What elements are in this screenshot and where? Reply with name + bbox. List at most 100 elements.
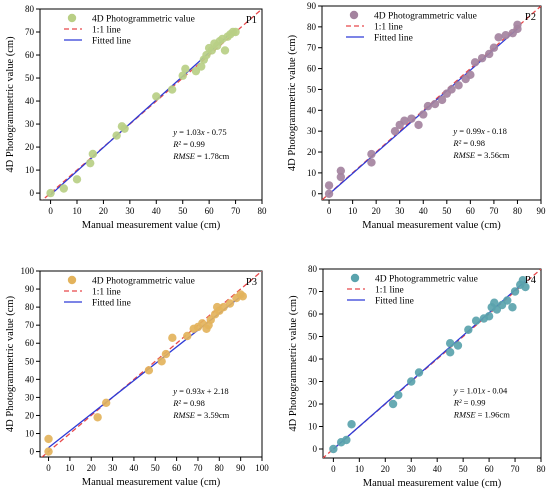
one-to-one-line — [41, 271, 262, 457]
data-point — [466, 70, 475, 80]
x-axis-label: Manual measurement value (cm) — [363, 478, 502, 489]
equation-line: R² = 0.99 — [453, 398, 486, 408]
data-point — [157, 357, 166, 366]
x-axis-label: Manual measurement value (cm) — [82, 477, 221, 488]
legend-marker-points — [350, 273, 360, 283]
legend-label-fitted: Fitted line — [375, 297, 414, 307]
x-tick-label: 0 — [46, 463, 51, 473]
y-tick-label: 40 — [25, 374, 35, 384]
x-tick-label: 40 — [419, 206, 429, 216]
legend-label-points: 4D Photogrammetric value — [92, 15, 195, 25]
plot-frame — [321, 5, 542, 201]
legend-label-one-to-one: 1:1 line — [374, 23, 403, 33]
y-tick-label: 10 — [307, 168, 317, 178]
x-tick-label: 20 — [99, 206, 109, 216]
legend-label-fitted: Fitted line — [374, 34, 413, 44]
x-tick-label: 10 — [348, 206, 358, 216]
y-tick-label: 50 — [25, 73, 35, 83]
y-tick-label: 60 — [25, 338, 35, 348]
data-point — [423, 101, 433, 111]
data-point — [501, 31, 510, 40]
legend-label-fitted: Fitted line — [92, 37, 131, 47]
y-tick-label: 40 — [25, 96, 35, 106]
y-tick-label: 0 — [313, 444, 318, 454]
x-tick-label: 80 — [513, 206, 523, 216]
y-axis-label: 4D Photogrammetric value (cm) — [5, 295, 16, 432]
data-point — [88, 149, 98, 159]
x-tick-label: 10 — [355, 464, 365, 474]
plot-frame — [39, 8, 263, 201]
data-point — [342, 435, 351, 445]
equation-line: RMSE = 3.56cm — [452, 150, 509, 160]
data-point — [93, 413, 102, 422]
data-point — [414, 120, 423, 130]
y-tick-label: 70 — [25, 27, 35, 37]
data-point — [336, 166, 346, 175]
equation-line: y = 1.01x - 0.04 — [453, 386, 508, 396]
panel-p2: 0 10 20 30 40 50 60 70 80 90 0 10 20 30 40 50 60 70 80 90 Ma… — [287, 1, 546, 231]
legend-marker-points — [67, 275, 77, 285]
data-points — [324, 20, 522, 198]
panel-label: P4 — [525, 275, 537, 286]
data-point — [518, 276, 528, 285]
lines — [41, 271, 262, 457]
x-tick-label: 20 — [372, 206, 382, 216]
y-tick-label: 30 — [25, 392, 35, 402]
equation-line: y = 0.93x + 2.18 — [172, 386, 228, 396]
y-tick-label: 40 — [308, 354, 318, 364]
y-tick-label: 90 — [307, 1, 317, 11]
x-tick-label: 30 — [108, 463, 118, 473]
y-tick-label: 50 — [307, 84, 317, 94]
y-tick-label: 80 — [308, 264, 318, 274]
data-point — [219, 302, 228, 312]
x-tick-label: 30 — [125, 206, 135, 216]
data-point — [490, 298, 499, 307]
y-tick-label: 50 — [25, 356, 35, 366]
y-tick-label: 10 — [308, 422, 318, 432]
x-tick-label: 50 — [459, 464, 469, 474]
data-point — [453, 341, 463, 350]
data-point — [494, 33, 503, 42]
x-tick-label: 50 — [442, 206, 452, 216]
data-point — [120, 124, 129, 133]
data-point — [484, 49, 494, 59]
x-tick-label: 80 — [215, 463, 225, 473]
equation-line: R² = 0.99 — [172, 139, 205, 149]
y-tick-label: 20 — [307, 147, 317, 157]
y-tick-label: 100 — [21, 266, 35, 276]
data-point — [183, 331, 192, 341]
x-tick-label: 70 — [231, 206, 241, 216]
data-point — [437, 95, 447, 105]
legend-label-one-to-one: 1:1 line — [375, 286, 404, 296]
legend-marker-points — [349, 10, 359, 20]
data-point — [324, 181, 334, 190]
x-tick-label: 50 — [178, 206, 188, 216]
y-tick-label: 70 — [25, 320, 35, 330]
legend-label-fitted: Fitted line — [92, 299, 131, 309]
panel-p3: 0 10 20 30 40 50 60 70 80 90 100 0 10 20 30 40 50 60 70 80 9… — [5, 266, 269, 488]
x-tick-label: 40 — [433, 464, 443, 474]
x-tick-label: 70 — [193, 463, 203, 473]
y-tick-label: 70 — [307, 43, 317, 53]
y-tick-label: 0 — [30, 188, 35, 198]
data-point — [388, 399, 398, 409]
panel-p1: 0 10 20 30 40 50 60 70 80 0 10 20 30 40 50 60 70 80 Manual… — [5, 4, 268, 231]
x-tick-label: 70 — [489, 206, 499, 216]
data-points — [46, 27, 240, 198]
y-tick-label: 10 — [25, 429, 35, 439]
x-tick-label: 0 — [331, 464, 336, 474]
panel-label: P2 — [525, 12, 536, 23]
x-tick-label: 40 — [152, 206, 162, 216]
data-point — [400, 116, 409, 125]
data-point — [419, 110, 428, 119]
y-tick-label: 10 — [25, 165, 35, 175]
equation-line: RMSE = 3.59cm — [172, 410, 229, 420]
data-point — [390, 126, 400, 136]
plot-frame — [322, 268, 542, 459]
x-tick-label: 60 — [485, 464, 495, 474]
data-point — [513, 20, 522, 29]
legend-label-points: 4D Photogrammetric value — [374, 12, 477, 22]
x-tick-label: 80 — [258, 206, 268, 216]
legend-label-one-to-one: 1:1 line — [92, 26, 121, 36]
